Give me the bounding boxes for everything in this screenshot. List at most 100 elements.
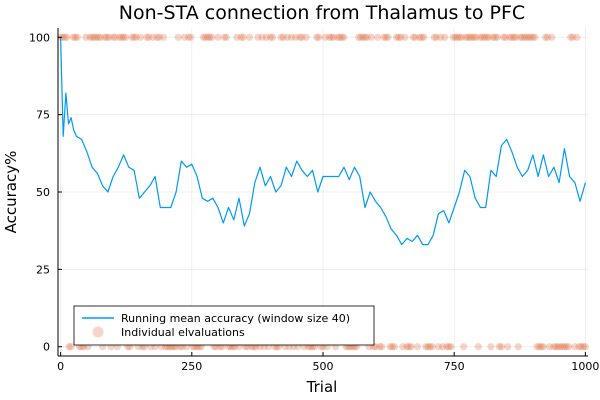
evaluation-point: [153, 33, 161, 41]
x-axis-label: Trial: [306, 378, 338, 396]
evaluation-point: [143, 33, 151, 41]
evaluation-point: [462, 33, 470, 41]
evaluation-point: [567, 33, 575, 41]
x-tick-label: 750: [444, 360, 465, 373]
evaluation-point: [512, 33, 520, 41]
evaluation-point: [201, 33, 210, 41]
evaluation-point: [180, 33, 189, 41]
evaluation-point: [82, 33, 90, 41]
evaluation-point: [499, 33, 508, 41]
evaluation-point: [388, 343, 396, 351]
evaluation-point: [520, 33, 529, 41]
evaluation-point: [418, 33, 426, 41]
evaluation-point: [447, 343, 455, 351]
evaluation-point: [558, 343, 566, 351]
evaluation-point: [468, 33, 476, 41]
evaluation-point: [327, 33, 335, 41]
evaluation-point: [541, 33, 550, 41]
evaluation-point: [122, 33, 130, 41]
evaluation-point: [405, 343, 413, 351]
y-tick-label: 75: [36, 109, 50, 122]
evaluation-point: [443, 343, 451, 351]
evaluation-point: [523, 33, 531, 41]
x-tick-label: 250: [181, 360, 202, 373]
evaluation-point: [384, 33, 392, 41]
evaluation-point: [411, 33, 419, 41]
x-tick-label: 500: [313, 360, 334, 373]
evaluation-point: [101, 33, 109, 41]
x-tick-label: 1000: [571, 360, 599, 373]
evaluation-point: [535, 343, 543, 351]
evaluation-point: [407, 343, 415, 351]
evaluation-point: [495, 343, 503, 351]
evaluation-point: [390, 343, 398, 351]
evaluation-point: [422, 343, 430, 351]
evaluation-point: [460, 343, 468, 351]
evaluation-point: [359, 33, 367, 41]
evaluation-point: [439, 343, 447, 351]
evaluation-point: [436, 33, 445, 41]
evaluation-point: [516, 33, 524, 41]
evaluation-point: [573, 33, 581, 41]
evaluation-point: [128, 33, 136, 41]
evaluation-point: [233, 33, 241, 41]
evaluation-point: [529, 33, 537, 41]
evaluation-point: [376, 343, 384, 351]
evaluation-point: [145, 33, 153, 41]
evaluation-point: [397, 33, 405, 41]
evaluation-point: [554, 343, 562, 351]
evaluation-point: [302, 33, 310, 41]
evaluation-point: [489, 33, 497, 41]
evaluation-point: [531, 33, 539, 41]
evaluation-point: [449, 33, 457, 41]
evaluation-point: [357, 33, 365, 41]
evaluation-point: [575, 343, 583, 351]
evaluation-point: [457, 33, 466, 41]
legend-box: [73, 305, 375, 346]
evaluation-point: [426, 343, 434, 351]
evaluation-point: [94, 33, 103, 41]
evaluation-point: [548, 33, 556, 41]
evaluation-point: [571, 343, 579, 351]
evaluation-point: [340, 33, 348, 41]
evaluation-point: [472, 33, 480, 41]
evaluation-point: [533, 343, 541, 351]
evaluation-point: [399, 343, 407, 351]
evaluation-point: [445, 343, 453, 351]
evaluation-point: [88, 33, 96, 41]
evaluation-point: [187, 33, 195, 41]
evaluation-point: [560, 343, 568, 351]
evaluation-point: [483, 33, 491, 41]
evaluation-point: [502, 33, 510, 41]
evaluation-point: [105, 33, 113, 41]
y-tick-label: 25: [36, 263, 50, 276]
evaluation-point: [539, 343, 547, 351]
evaluation-point: [455, 33, 464, 41]
evaluation-point: [581, 343, 589, 351]
evaluation-point: [313, 33, 321, 41]
evaluation-point: [413, 343, 422, 351]
evaluation-point: [470, 33, 478, 41]
evaluation-point: [103, 33, 111, 41]
evaluation-point: [296, 33, 304, 41]
evaluation-point: [245, 33, 254, 41]
evaluation-point: [491, 33, 499, 41]
evaluation-point: [363, 33, 371, 41]
evaluation-point: [577, 343, 585, 351]
evaluation-point: [287, 33, 296, 41]
evaluation-point: [338, 33, 346, 41]
evaluation-point: [497, 343, 506, 351]
evaluation-point: [254, 33, 262, 41]
evaluation-point: [67, 343, 75, 351]
evaluation-point: [493, 33, 501, 41]
legend-entry-running-mean: Running mean accuracy (window size 40): [121, 312, 350, 325]
evaluation-point: [155, 33, 163, 41]
evaluation-point: [277, 33, 285, 41]
evaluation-point: [361, 33, 369, 41]
evaluation-point: [392, 33, 401, 41]
evaluation-point: [373, 33, 382, 41]
y-tick-label: 50: [36, 186, 50, 199]
evaluation-point: [504, 343, 512, 351]
evaluation-point: [109, 33, 117, 41]
